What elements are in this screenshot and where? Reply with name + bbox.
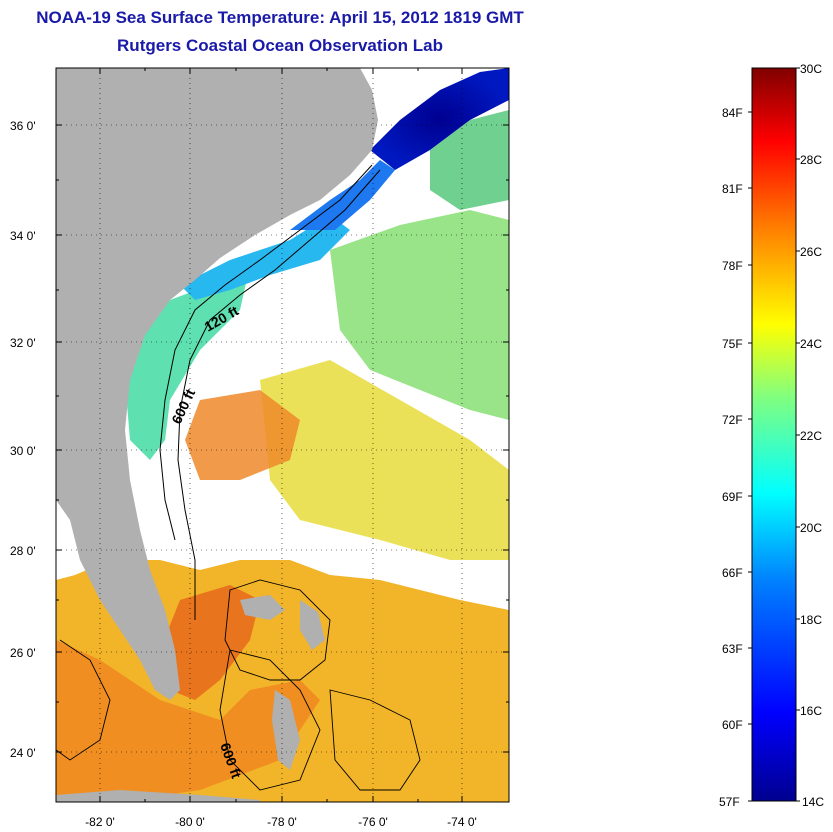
contour-florida-bank <box>56 639 111 761</box>
land-bahamas-2 <box>300 600 325 650</box>
colorbar-label-63f: 63F <box>722 642 743 656</box>
colorbar-ticks <box>748 67 800 802</box>
contour-600ft <box>177 169 381 620</box>
lat-label-28: 28 0' <box>10 544 36 558</box>
sst-shelf-carolina <box>290 160 395 230</box>
land-bahamas-1 <box>240 595 285 620</box>
land-us <box>56 68 378 700</box>
colorbar-label-24c: 24C <box>800 337 823 351</box>
colorbar-label-66f: 66F <box>722 566 743 580</box>
lat-label-36: 36 0' <box>10 119 36 133</box>
sst-yellow-mid <box>260 360 509 560</box>
colorbar-label-20c: 20C <box>800 521 823 535</box>
contour-bahamas-2 <box>219 649 321 791</box>
lon-label-74: -74 0' <box>447 815 477 829</box>
contour-bahamas <box>224 579 331 681</box>
colorbar <box>751 67 797 802</box>
colorbar-label-22c: 22C <box>800 429 823 443</box>
lat-label-34: 34 0' <box>10 229 36 243</box>
lat-label-30: 30 0' <box>10 444 36 458</box>
lat-label-26: 26 0' <box>10 646 36 660</box>
sst-green-ne <box>430 110 509 210</box>
colorbar-label-81f: 81F <box>722 182 743 196</box>
sst-orange-mid <box>185 390 300 480</box>
colorbar-label-14c: 14C <box>802 795 825 809</box>
colorbar-label-72f: 72F <box>722 413 743 427</box>
colorbar-label-60f: 60F <box>722 718 743 732</box>
sst-green-east <box>330 210 509 420</box>
colorbar-label-57f: 57F <box>719 795 740 809</box>
map-area: 120 ft 600 ft 600 ft <box>56 68 509 802</box>
contour-bahamas-3 <box>329 689 421 791</box>
lat-label-32: 32 0' <box>10 336 36 350</box>
land-bahamas-3 <box>272 690 300 770</box>
sst-cold-nc <box>370 68 509 170</box>
sst-orange-straits <box>160 585 260 700</box>
tick-marks <box>56 68 509 802</box>
land-cuba <box>56 790 260 802</box>
sst-shelf-mid <box>180 215 350 300</box>
map-title: NOAA-19 Sea Surface Temperature: April 1… <box>36 8 524 27</box>
colorbar-label-75f: 75F <box>722 337 743 351</box>
colorbar-label-69f: 69F <box>722 490 743 504</box>
sst-orange-south <box>56 640 320 802</box>
colorbar-label-28c: 28C <box>800 153 823 167</box>
colorbar-label-84f: 84F <box>722 106 743 120</box>
colorbar-label-78f: 78F <box>722 259 743 273</box>
contour-120ft <box>159 164 373 541</box>
graticule <box>56 68 509 802</box>
colorbar-label-26c: 26C <box>800 245 823 259</box>
colorbar-label-16c: 16C <box>800 704 823 718</box>
lon-label-82: -82 0' <box>85 815 115 829</box>
lon-label-76: -76 0' <box>358 815 388 829</box>
map-subtitle: Rutgers Coastal Ocean Observation Lab <box>117 36 443 55</box>
lon-label-80: -80 0' <box>175 815 205 829</box>
colorbar-label-18c: 18C <box>800 613 823 627</box>
colorbar-label-30c: 30C <box>800 62 823 76</box>
lat-label-24: 24 0' <box>10 746 36 760</box>
lon-label-78: -78 0' <box>267 815 297 829</box>
